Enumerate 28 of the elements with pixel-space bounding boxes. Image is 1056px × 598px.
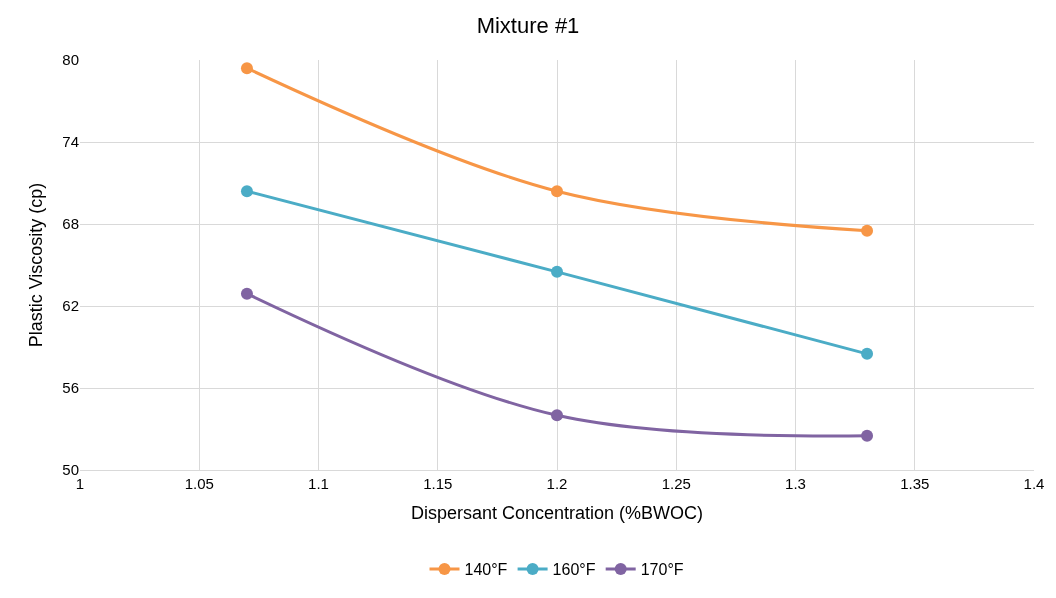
legend-label: 170°F bbox=[640, 561, 684, 579]
y-tick-label: 56 bbox=[62, 379, 79, 397]
y-tick-label: 80 bbox=[62, 51, 79, 69]
x-tick-label: 1.1 bbox=[308, 475, 329, 492]
point bbox=[240, 185, 253, 198]
point bbox=[551, 409, 563, 422]
chart-title: Mixture #1 bbox=[476, 13, 580, 39]
y-tick-label: 74 bbox=[62, 133, 79, 151]
point bbox=[551, 265, 563, 278]
x-tick-label: 1.15 bbox=[423, 475, 453, 492]
legend-label: 160°F bbox=[552, 561, 596, 579]
y-tick-label: 68 bbox=[62, 215, 79, 233]
x-tick-label: 1.05 bbox=[184, 475, 214, 492]
point bbox=[551, 185, 563, 198]
point bbox=[240, 287, 253, 300]
y-tick-label: 62 bbox=[62, 297, 79, 315]
x-tick-label: 1.35 bbox=[900, 475, 930, 492]
x-tick-label: 1.3 bbox=[785, 475, 806, 492]
x-tick-label: 1.25 bbox=[661, 475, 691, 492]
y-axis-title: Plastic Viscosity (cp) bbox=[25, 182, 46, 348]
x-axis-title: Dispersant Concentration (%BWOC) bbox=[410, 503, 704, 524]
x-tick-label: 1.4 bbox=[1023, 475, 1045, 492]
point bbox=[240, 62, 253, 75]
point bbox=[861, 429, 874, 442]
legend-label: 140°F bbox=[464, 561, 508, 579]
point bbox=[861, 224, 874, 237]
point bbox=[861, 347, 874, 360]
x-tick-label: 1.2 bbox=[546, 475, 568, 492]
